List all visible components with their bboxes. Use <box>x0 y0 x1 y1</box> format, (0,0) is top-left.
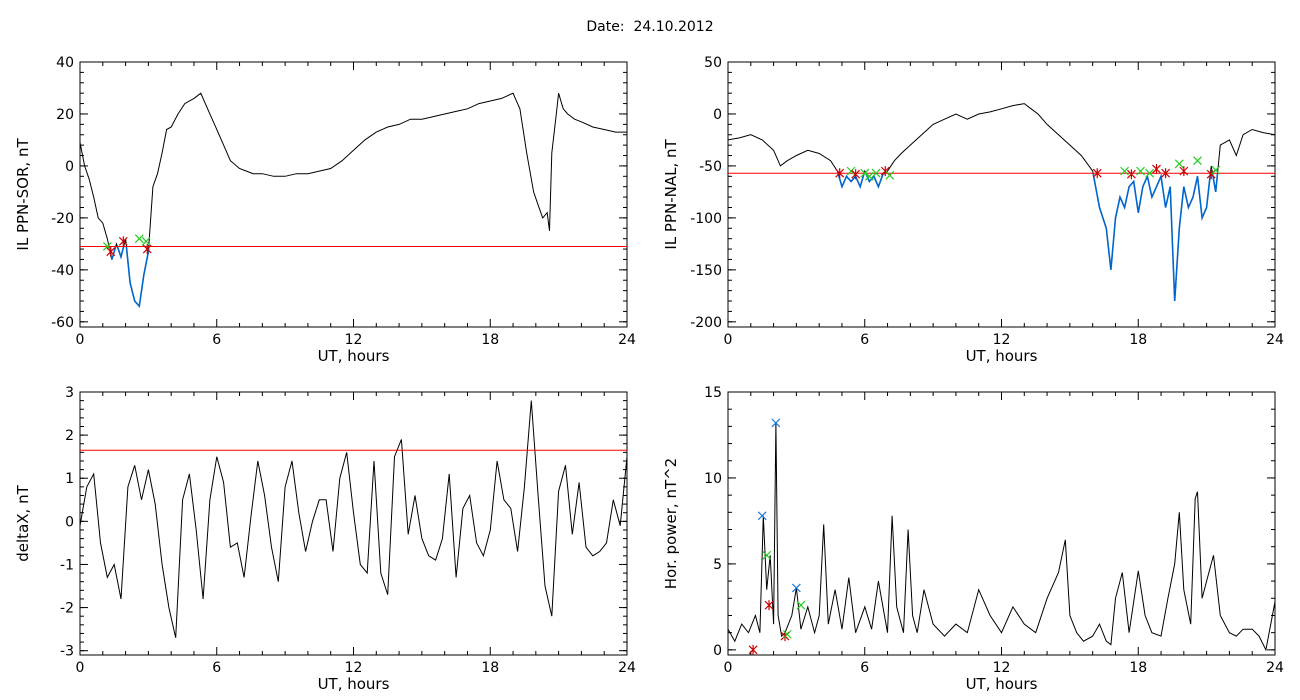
y-tick-label: -3 <box>60 644 74 660</box>
y-axis-label: deltaX, nT <box>14 484 32 561</box>
page-title: Date: 24.10.2012 <box>586 19 714 35</box>
marker-green <box>864 171 874 181</box>
x-tick-label: 6 <box>860 332 869 348</box>
marker-green <box>1193 156 1202 166</box>
y-tick-label: 0 <box>65 159 74 175</box>
y-tick-label: -50 <box>699 159 722 175</box>
x-tick-label: 12 <box>993 332 1011 348</box>
panel-hor-power: 0 6 12 18 24 0 5 10 15 UT, hours Hor. power, nT^2 <box>662 385 1284 693</box>
y-tick-label: 40 <box>56 55 74 71</box>
plot-frame <box>79 391 628 656</box>
marker-green <box>1145 168 1155 178</box>
marker-red <box>142 244 152 255</box>
marker-green <box>796 600 806 610</box>
marker-red <box>1092 168 1102 179</box>
marker-green <box>1120 166 1129 176</box>
marker-red <box>748 644 758 655</box>
marker-green <box>846 166 856 176</box>
x-tick-label: 24 <box>618 660 636 676</box>
panel-il-ppn-nal: 0 6 12 18 24 -200 -150 -100 -50 0 50 UT, hours IL PP… <box>662 55 1284 365</box>
marker-red <box>1206 169 1216 180</box>
marker-green <box>1174 159 1184 169</box>
y-tick-label: 0 <box>713 643 722 659</box>
series-line <box>80 92 627 308</box>
y-tick-label: 50 <box>704 55 722 71</box>
y-tick-label: 1 <box>65 471 74 487</box>
x-tick-label: 0 <box>724 332 733 348</box>
x-axis-label: UT, hours <box>318 675 390 693</box>
marker-blue <box>791 583 801 593</box>
marker-red <box>1152 164 1161 175</box>
series-line <box>728 422 1275 652</box>
y-axis-label: IL PPN-NAL, nT <box>662 139 680 250</box>
x-tick-label: 24 <box>618 332 636 348</box>
marker-red <box>1161 168 1171 179</box>
marker-blue <box>757 511 767 521</box>
marker-green <box>134 234 144 244</box>
marker-red <box>851 169 861 180</box>
marker-green <box>762 550 772 560</box>
x-tick-label: 0 <box>724 660 733 676</box>
marker-green <box>885 170 895 180</box>
marker-red <box>835 168 845 179</box>
marker-red <box>1126 169 1136 180</box>
plot-frame <box>79 61 628 328</box>
x-axis-label: UT, hours <box>318 347 390 365</box>
y-tick-label: 0 <box>713 107 722 123</box>
x-tick-label: 12 <box>345 660 363 676</box>
x-tick-label: 18 <box>1129 660 1147 676</box>
marker-green <box>1211 165 1221 175</box>
marker-blue <box>771 418 781 428</box>
y-tick-label: -20 <box>51 211 74 227</box>
series-line <box>728 103 1275 302</box>
x-tick-label: 6 <box>212 332 221 348</box>
x-tick-label: 0 <box>76 332 85 348</box>
series-line-below-threshold <box>108 246 150 309</box>
marker-green <box>102 242 112 251</box>
marker-green <box>141 236 151 246</box>
y-axis-label: Hor. power, nT^2 <box>662 458 680 589</box>
marker-green <box>860 168 870 178</box>
x-tick-label: 6 <box>860 660 869 676</box>
x-tick-label: 18 <box>481 660 499 676</box>
marker-red <box>1179 166 1189 177</box>
x-tick-label: 0 <box>76 660 85 676</box>
marker-red <box>764 600 774 611</box>
panel-il-ppn-sor: 0 6 12 18 24 -60 -40 -20 0 20 40 UT, hours IL PPN-SO… <box>14 55 636 365</box>
x-tick-label: 18 <box>1129 332 1147 348</box>
y-tick-label: 3 <box>65 385 74 401</box>
y-tick-label: -200 <box>690 315 722 331</box>
marker-green <box>871 168 881 178</box>
y-tick-label: 2 <box>65 428 74 444</box>
y-axis-label: IL PPN-SOR, nT <box>14 138 32 251</box>
x-tick-label: 24 <box>1266 660 1284 676</box>
x-tick-label: 12 <box>345 332 363 348</box>
x-axis-label: UT, hours <box>966 675 1038 693</box>
marker-green <box>1136 166 1145 176</box>
y-tick-label: -60 <box>51 315 74 331</box>
y-tick-label: -100 <box>690 211 722 227</box>
x-tick-label: 24 <box>1266 332 1284 348</box>
marker-red <box>106 246 116 257</box>
series-line <box>80 400 627 638</box>
x-tick-label: 12 <box>993 660 1011 676</box>
y-tick-label: 5 <box>713 557 722 573</box>
y-tick-label: -40 <box>51 263 74 279</box>
y-tick-label: -150 <box>690 263 722 279</box>
x-axis-label: UT, hours <box>966 347 1038 365</box>
marker-green <box>782 629 792 639</box>
y-tick-label: 15 <box>704 385 722 401</box>
x-tick-label: 18 <box>481 332 499 348</box>
y-tick-label: 0 <box>65 514 74 530</box>
y-tick-label: -1 <box>60 557 74 573</box>
y-tick-label: -2 <box>60 601 74 617</box>
x-tick-label: 6 <box>212 660 221 676</box>
marker-red <box>118 236 128 247</box>
series-line-below-threshold <box>837 173 1219 302</box>
y-tick-label: 20 <box>56 107 74 123</box>
y-tick-label: 10 <box>704 471 722 487</box>
